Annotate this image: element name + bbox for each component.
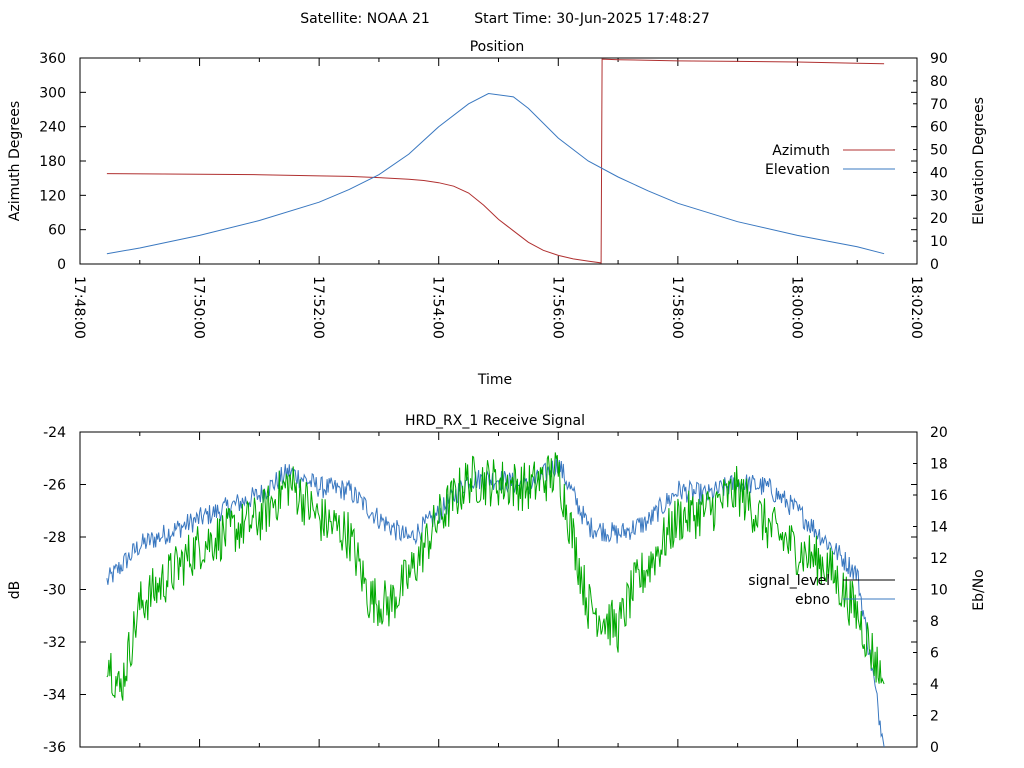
position-chart-title: Position [470, 39, 525, 55]
legend-label: ebno [795, 592, 830, 608]
elevation-axis-label: Elevation Degrees [971, 97, 987, 225]
right-y-tick-label: 70 [930, 97, 948, 113]
right-y-tick-label: 18 [930, 457, 948, 473]
right-y-tick-label: 16 [930, 488, 948, 504]
left-y-tick-label: -24 [43, 425, 66, 441]
position-x-axis-label: Time [477, 372, 512, 388]
plot-frame [79, 57, 918, 265]
legend-label: Azimuth [772, 143, 830, 159]
left-y-tick-label: -32 [43, 635, 66, 651]
right-y-tick-label: 60 [930, 120, 948, 136]
right-y-tick-label: 8 [930, 614, 939, 630]
left-y-tick-label: -28 [43, 530, 66, 546]
start-time-label: Start Time: 30-Jun-2025 17:48:27 [474, 11, 710, 27]
series-ebno-line [106, 457, 885, 748]
right-y-tick-label: 4 [930, 677, 939, 693]
left-y-tick-label: -36 [43, 740, 66, 756]
right-y-tick-label: 40 [930, 165, 948, 181]
right-y-tick-label: 10 [930, 583, 948, 599]
signal-chart-title: HRD_RX_1 Receive Signal [405, 413, 585, 429]
left-y-tick-label: -34 [43, 688, 66, 704]
left-y-tick-label: 120 [39, 188, 66, 204]
series-azimuth-line [106, 58, 885, 264]
right-y-tick-label: 90 [930, 51, 948, 67]
right-y-tick-label: 14 [930, 520, 948, 536]
right-y-tick-label: 50 [930, 143, 948, 159]
x-tick-label: 17:58:00 [669, 276, 685, 339]
series-elevation-line [106, 92, 885, 255]
left-y-tick-label: -30 [43, 583, 66, 599]
right-y-tick-label: 2 [930, 709, 939, 725]
satellite-label: Satellite: NOAA 21 [300, 11, 430, 27]
x-tick-label: 17:56:00 [549, 276, 565, 339]
left-y-tick-label: 240 [39, 120, 66, 136]
left-y-tick-label: -26 [43, 478, 66, 494]
series-signal_trace-line [106, 452, 885, 701]
right-y-tick-label: 20 [930, 425, 948, 441]
plot-frame [79, 431, 918, 748]
right-y-tick-label: 0 [930, 740, 939, 756]
left-y-tick-label: 0 [57, 257, 66, 273]
right-y-tick-label: 80 [930, 74, 948, 90]
x-tick-label: 17:52:00 [310, 276, 326, 339]
x-tick-label: 17:54:00 [430, 276, 446, 339]
azimuth-axis-label: Azimuth Degrees [7, 101, 23, 221]
right-y-tick-label: 12 [930, 551, 948, 567]
left-y-tick-label: 360 [39, 51, 66, 67]
right-y-tick-label: 30 [930, 188, 948, 204]
x-tick-label: 18:02:00 [908, 276, 924, 339]
right-y-tick-label: 0 [930, 257, 939, 273]
legend-label: signal_level [748, 573, 830, 589]
x-tick-label: 17:50:00 [191, 276, 207, 339]
left-y-tick-label: 300 [39, 85, 66, 101]
ebno-axis-label: Eb/No [971, 569, 987, 611]
x-tick-label: 18:00:00 [788, 276, 804, 339]
left-y-tick-label: 60 [48, 223, 66, 239]
right-y-tick-label: 10 [930, 234, 948, 250]
legend-label: Elevation [765, 162, 830, 178]
x-tick-label: 17:48:00 [71, 276, 87, 339]
right-y-tick-label: 20 [930, 211, 948, 227]
db-axis-label: dB [7, 581, 23, 600]
left-y-tick-label: 180 [39, 154, 66, 170]
right-y-tick-label: 6 [930, 646, 939, 662]
